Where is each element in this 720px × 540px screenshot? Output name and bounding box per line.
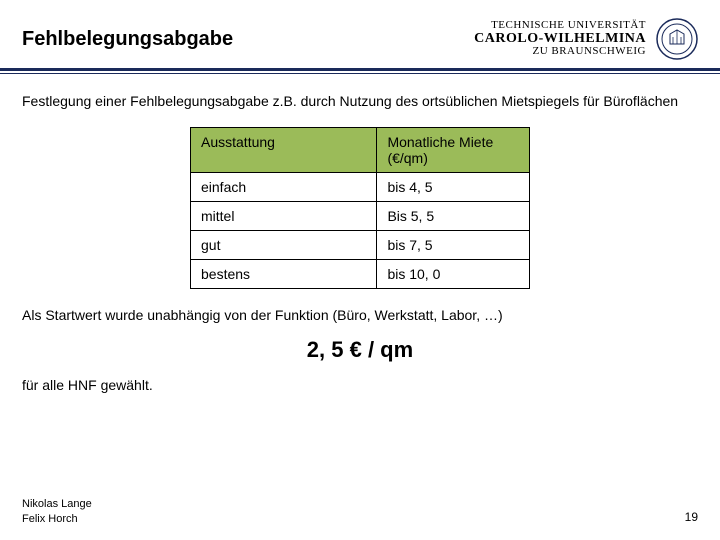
col-header-ausstattung: Ausstattung [191,127,377,172]
table-row: einfach bis 4, 5 [191,172,530,201]
author-2: Felix Horch [22,512,92,526]
university-seal-icon [656,18,698,60]
table-row: mittel Bis 5, 5 [191,201,530,230]
table-row: gut bis 7, 5 [191,230,530,259]
cell: gut [191,230,377,259]
rent-table-wrap: Ausstattung Monatliche Miete (€/qm) einf… [190,127,530,289]
table-row: bestens bis 10, 0 [191,259,530,288]
uni-line-3: ZU BRAUNSCHWEIG [474,46,646,58]
header-rule-thick [0,68,720,71]
page-title: Fehlbelegungsabgabe [22,28,474,51]
university-text: TECHNISCHE UNIVERSITÄT CAROLO-WILHELMINA… [474,20,646,58]
cell: einfach [191,172,377,201]
header: Fehlbelegungsabgabe TECHNISCHE UNIVERSIT… [0,0,720,68]
cell: Bis 5, 5 [377,201,530,230]
for-all-text: für alle HNF gewählt. [22,377,698,393]
page-number: 19 [685,510,698,524]
rent-table: Ausstattung Monatliche Miete (€/qm) einf… [190,127,530,289]
author-1: Nikolas Lange [22,497,92,511]
slide: Fehlbelegungsabgabe TECHNISCHE UNIVERSIT… [0,0,720,540]
body: Festlegung einer Fehlbelegungsabgabe z.B… [0,74,720,393]
col-header-miete: Monatliche Miete (€/qm) [377,127,530,172]
cell: mittel [191,201,377,230]
cell: bestens [191,259,377,288]
big-value: 2, 5 € / qm [22,337,698,363]
university-logo: TECHNISCHE UNIVERSITÄT CAROLO-WILHELMINA… [474,18,698,60]
after-text: Als Startwert wurde unabhängig von der F… [22,307,698,323]
intro-text: Festlegung einer Fehlbelegungsabgabe z.B… [22,92,698,111]
cell: bis 4, 5 [377,172,530,201]
uni-line-2: CAROLO-WILHELMINA [474,32,646,47]
table-header-row: Ausstattung Monatliche Miete (€/qm) [191,127,530,172]
cell: bis 10, 0 [377,259,530,288]
footer-authors: Nikolas Lange Felix Horch [22,497,92,526]
cell: bis 7, 5 [377,230,530,259]
uni-line-1: TECHNISCHE UNIVERSITÄT [474,20,646,32]
